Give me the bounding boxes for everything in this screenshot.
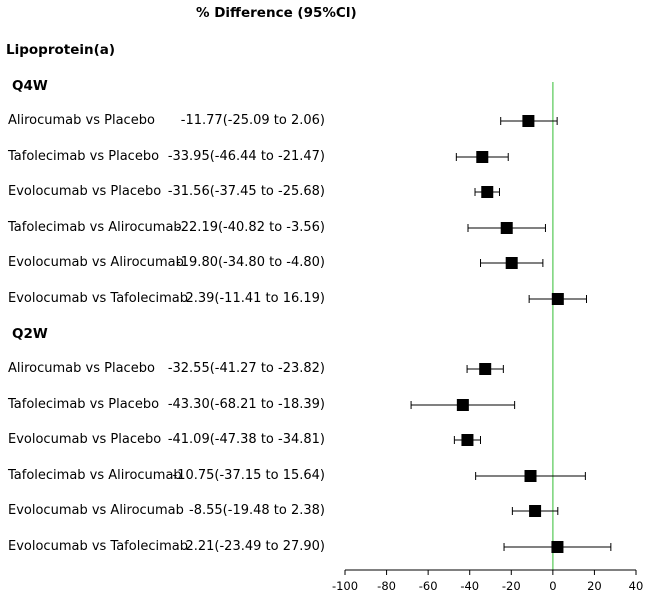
point-estimate [522, 115, 535, 127]
row-estimate-text: -11.77(-25.09 to 2.06) [180, 113, 325, 128]
row-estimate-text: -31.56(-37.45 to -25.68) [167, 184, 325, 199]
x-tick-label: -100 [332, 579, 358, 593]
row-label: Alirocumab vs Placebo [8, 113, 155, 128]
row-label: Evolocumab vs Alirocumab [8, 255, 184, 270]
point-estimate [505, 257, 518, 269]
row-label: Tafolecimab vs Placebo [8, 149, 160, 164]
point-estimate [529, 505, 542, 517]
row-estimate-text: -19.80(-34.80 to -4.80) [176, 255, 325, 270]
point-estimate [500, 222, 513, 234]
row-estimate-text: -32.55(-41.27 to -23.82) [167, 361, 325, 376]
point-estimate [476, 151, 489, 163]
x-tick-label: -20 [502, 579, 521, 593]
outcome-title: Lipoprotein(a) [6, 42, 116, 58]
point-estimate [481, 186, 494, 198]
row-label: Evolocumab vs Tafolecimab [8, 291, 188, 306]
point-estimate [551, 293, 564, 305]
row-estimate-text: -43.30(-68.21 to -18.39) [167, 397, 325, 412]
group-label-q4w: Q4W [12, 78, 48, 94]
x-tick-label: 40 [629, 579, 644, 593]
point-estimate [479, 363, 492, 375]
x-tick-label: -40 [460, 579, 479, 593]
row-label: Tafolecimab vs Alirocumab [8, 220, 182, 235]
point-estimate [456, 399, 469, 411]
row-estimate-text: -10.75(-37.15 to 15.64) [172, 468, 326, 483]
x-tick-label: -60 [419, 579, 438, 593]
row-estimate-text: -22.19(-40.82 to -3.56) [176, 220, 325, 235]
column-header: % Difference (95%Cl) [196, 5, 357, 21]
row-estimate-text: 2.39(-11.41 to 16.19) [185, 291, 325, 306]
row-label: Evolocumab vs Placebo [8, 184, 162, 199]
group-label-q2w: Q2W [12, 326, 48, 342]
point-estimate [524, 470, 537, 482]
x-tick-label: 0 [549, 579, 556, 593]
point-estimate [551, 541, 564, 553]
row-label: Evolocumab vs Placebo [8, 432, 162, 447]
x-tick-label: -80 [377, 579, 396, 593]
row-label: Tafolecimab vs Alirocumab [8, 468, 182, 483]
row-estimate-text: -8.55(-19.48 to 2.38) [189, 503, 325, 518]
row-label: Evolocumab vs Alirocumab [8, 503, 184, 518]
row-label: Evolocumab vs Tafolecimab [8, 539, 188, 554]
row-label: Alirocumab vs Placebo [8, 361, 155, 376]
x-tick-label: 20 [587, 579, 602, 593]
row-estimate-text: 2.21(-23.49 to 27.90) [185, 539, 325, 554]
row-estimate-text: -41.09(-47.38 to -34.81) [167, 432, 325, 447]
row-estimate-text: -33.95(-46.44 to -21.47) [167, 149, 325, 164]
row-label: Tafolecimab vs Placebo [8, 397, 160, 412]
point-estimate [461, 434, 474, 446]
